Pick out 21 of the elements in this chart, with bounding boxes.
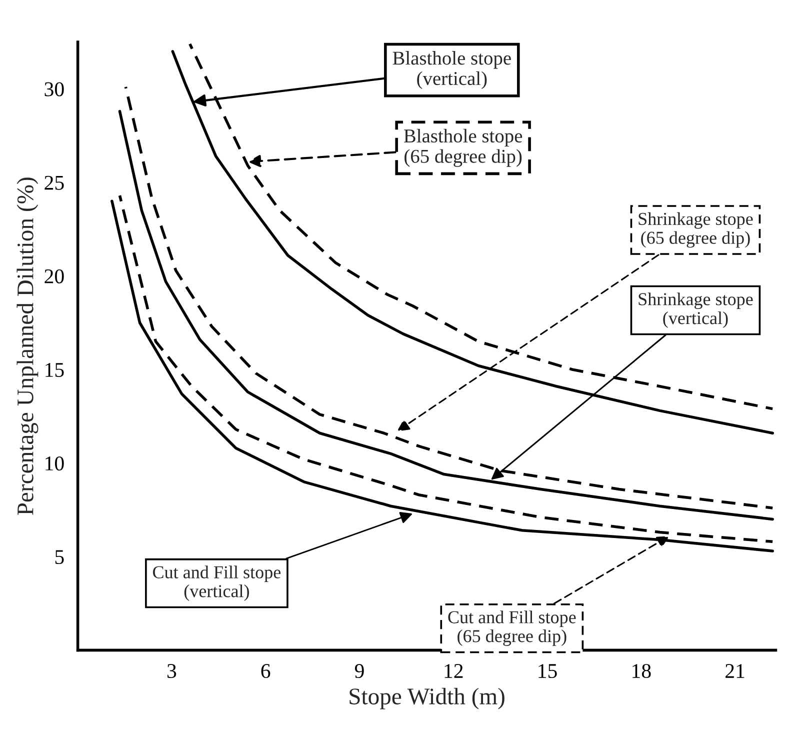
x-tick-label: 21	[726, 664, 744, 678]
y-tick-label: 5	[55, 550, 64, 564]
annotation: Blasthole stope (vertical)	[392, 51, 511, 90]
annotation: Cut and Fill stope (65 degree dip)	[448, 610, 576, 646]
y-tick-label: 30	[44, 82, 64, 96]
x-tick-label: 6	[261, 664, 270, 678]
x-axis-title: Stope Width (m)	[350, 688, 504, 710]
y-tick-label: 20	[44, 269, 64, 284]
x-tick-label: 18	[632, 664, 651, 678]
x-tick-label: 3	[167, 664, 176, 678]
x-tick-label: 15	[538, 664, 557, 678]
y-tick-label: 10	[46, 456, 64, 470]
annotation: Cut and Fill stope (vertical)	[152, 566, 281, 601]
y-axis-title: Percentage Unplanned Dilution (%)	[16, 178, 38, 515]
x-tick-label: 12	[444, 664, 463, 678]
annotation: Shrinkage stope (vertical)	[638, 292, 753, 328]
x-tick-label: 9	[354, 664, 364, 678]
y-tick-label: 15	[46, 362, 64, 377]
y-tick-label: 25	[44, 176, 64, 190]
annotation: Blasthole stope (65 degree dip)	[404, 128, 522, 167]
annotation: Shrinkage stope (65 degree dip)	[638, 212, 753, 248]
